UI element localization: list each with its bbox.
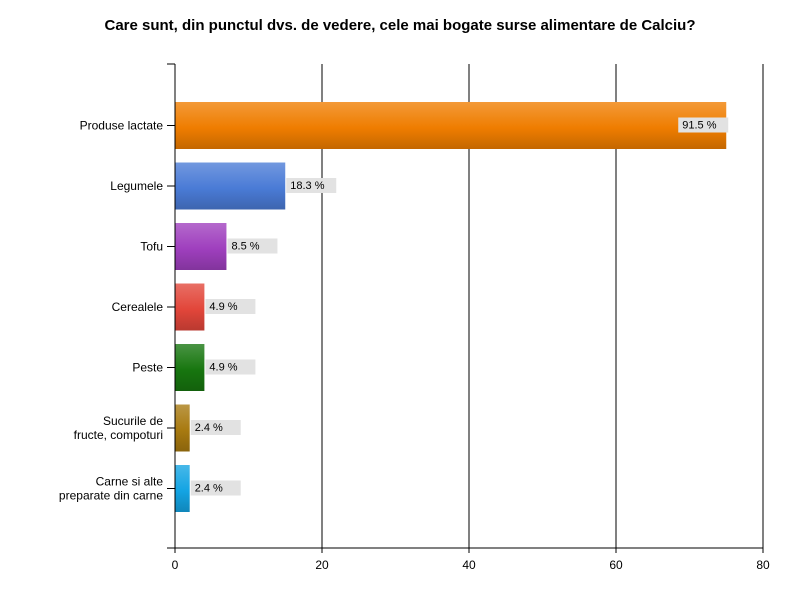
data-label-box [286, 178, 337, 193]
data-label-box [190, 480, 241, 496]
category-label: Carne si alte preparate din carne [59, 475, 163, 503]
category-label: Sucurile de fructe, compoturi [74, 414, 164, 442]
bar [175, 404, 190, 452]
data-label: 18.3 % [290, 180, 324, 192]
data-label: 4.9 % [209, 362, 237, 374]
x-tick-label: 80 [756, 558, 770, 572]
bar [175, 223, 227, 270]
data-label: 8.5 % [231, 241, 259, 253]
bar [175, 162, 286, 210]
data-label: 4.9 % [209, 301, 237, 313]
data-label: 2.4 % [195, 483, 223, 495]
x-tick-label: 20 [315, 558, 329, 572]
data-label-box [205, 359, 256, 375]
bar [175, 465, 190, 512]
bar [175, 283, 205, 331]
category-label: Legumele [110, 179, 163, 193]
bar [175, 102, 727, 149]
data-label-box [190, 420, 241, 435]
x-tick-label: 60 [609, 558, 623, 572]
x-tick-label: 40 [462, 558, 476, 572]
data-label-box [205, 299, 256, 314]
chart-title: Care sunt, din punctul dvs. de vedere, c… [104, 17, 696, 34]
category-label: Cerealele [112, 300, 164, 314]
category-label: Peste [132, 361, 163, 375]
category-label: Tofu [140, 240, 163, 254]
data-label: 91.5 % [682, 120, 716, 132]
bar [175, 344, 205, 391]
data-label-box [227, 238, 278, 254]
data-label-box [678, 117, 729, 133]
x-tick-label: 0 [172, 558, 179, 572]
data-label: 2.4 % [195, 422, 223, 434]
category-label: Produse lactate [80, 119, 164, 133]
